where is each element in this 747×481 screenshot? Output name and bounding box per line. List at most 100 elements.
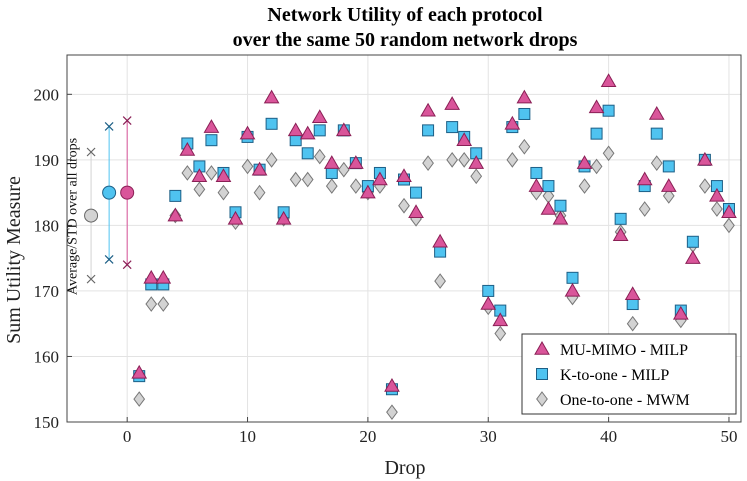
- data-point: [386, 404, 398, 421]
- data-point: [432, 233, 448, 248]
- legend-marker: [536, 391, 548, 407]
- data-point: [301, 147, 314, 160]
- y-tick-label: 170: [34, 282, 60, 301]
- data-point: [662, 160, 675, 173]
- data-point: [205, 134, 218, 147]
- data-point: [434, 273, 446, 289]
- data-point: [323, 155, 340, 169]
- legend-entry: K-to-one - MILP: [560, 367, 669, 384]
- data-point: [410, 186, 423, 199]
- legend: MU-MIMO - MILP K-to-one - MILP One-to-one …: [521, 333, 737, 415]
- data-point: [422, 155, 434, 171]
- data-point: [227, 210, 244, 225]
- data-point: [299, 125, 316, 140]
- data-point: [167, 207, 184, 222]
- y-tick-label: 160: [34, 347, 60, 366]
- data-points: [131, 73, 737, 421]
- data-point: [602, 104, 615, 117]
- y-tick-label: 150: [34, 413, 60, 432]
- legend-entry: MU-MIMO - MILP: [560, 342, 688, 359]
- data-point: [660, 178, 677, 192]
- data-point: [721, 204, 737, 219]
- data-point: [709, 187, 725, 202]
- std-extreme-cross: [104, 255, 114, 264]
- data-point: [518, 107, 531, 120]
- chart-title-line-2: over the same 50 random network drops: [233, 29, 578, 51]
- data-point: [612, 227, 629, 241]
- data-point: [289, 134, 302, 147]
- data-point: [349, 178, 362, 194]
- data-point: [494, 325, 507, 342]
- data-point: [287, 122, 304, 137]
- data-point: [590, 158, 603, 175]
- data-point: [203, 119, 220, 133]
- data-point: [347, 155, 364, 169]
- summary-markers: [84, 116, 135, 284]
- data-point: [311, 109, 328, 124]
- data-point: [313, 124, 326, 137]
- data-point: [672, 305, 689, 320]
- data-point: [372, 171, 388, 186]
- data-point: [396, 168, 412, 182]
- data-point: [697, 151, 713, 166]
- data-point: [723, 217, 735, 234]
- legend-marker: [534, 340, 550, 355]
- data-point: [408, 204, 424, 219]
- legend-marker: [536, 368, 548, 380]
- data-point: [241, 158, 254, 175]
- data-point: [711, 201, 723, 217]
- data-point: [636, 171, 653, 186]
- axis-ticks: 0 10 20 30 40 50 150 160 170 180 190 200: [34, 85, 738, 446]
- data-point: [576, 155, 593, 169]
- data-point: [626, 315, 639, 332]
- legend-entry: One-to-one - MWM: [560, 392, 690, 409]
- data-point: [518, 138, 531, 155]
- data-point: [157, 296, 170, 312]
- y-tick-label: 200: [34, 85, 60, 104]
- data-point: [458, 152, 471, 168]
- data-point: [251, 161, 268, 176]
- std-extreme-cross: [86, 274, 96, 284]
- data-point: [193, 181, 206, 198]
- x-tick-label: 30: [480, 427, 497, 446]
- data-point: [516, 89, 533, 104]
- data-point: [588, 99, 605, 114]
- x-tick-label: 20: [359, 427, 376, 446]
- data-point: [313, 148, 326, 165]
- x-tick-label: 50: [720, 427, 737, 446]
- std-extreme-cross: [86, 147, 96, 157]
- chart-title-line-1: Network Utility of each protocol: [267, 4, 543, 26]
- data-point: [686, 235, 699, 248]
- data-point: [179, 142, 196, 156]
- data-point: [337, 161, 350, 178]
- data-point: [133, 391, 146, 407]
- data-point: [131, 364, 148, 379]
- data-point: [155, 269, 172, 284]
- data-point: [420, 102, 436, 117]
- data-point: [699, 178, 711, 194]
- data-point: [648, 105, 665, 120]
- summary-marker: [84, 147, 99, 284]
- data-point: [614, 212, 627, 225]
- std-extreme-cross: [104, 122, 114, 131]
- data-point: [444, 96, 461, 110]
- average-std-annotation: Average/STD over all drops: [66, 138, 81, 295]
- data-point: [422, 124, 435, 137]
- y-tick-label: 180: [34, 216, 60, 235]
- data-point: [434, 245, 447, 258]
- data-point: [602, 145, 615, 162]
- series-group: [131, 73, 737, 392]
- data-point: [217, 184, 230, 201]
- data-point: [468, 155, 485, 169]
- y-tick-label: 190: [34, 151, 60, 170]
- data-point: [145, 296, 158, 312]
- data-point: [624, 286, 641, 300]
- data-point: [325, 166, 338, 179]
- data-point: [684, 250, 701, 264]
- data-point: [253, 184, 266, 201]
- data-point: [540, 201, 557, 215]
- data-point: [650, 127, 663, 140]
- data-point: [590, 127, 603, 140]
- data-point: [289, 171, 302, 188]
- data-point: [566, 271, 579, 284]
